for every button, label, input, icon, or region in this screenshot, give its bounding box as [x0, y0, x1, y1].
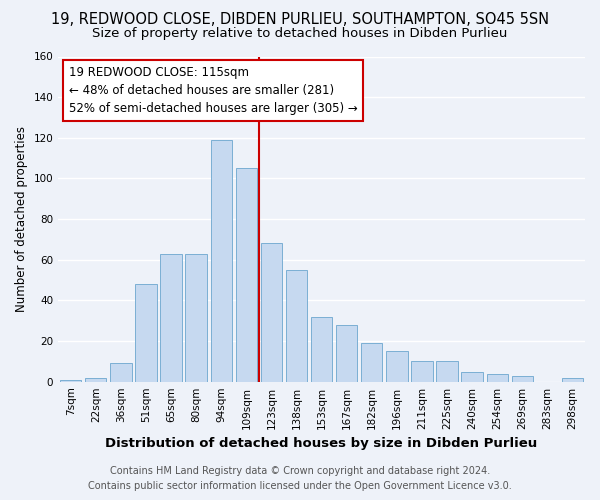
- Text: Size of property relative to detached houses in Dibden Purlieu: Size of property relative to detached ho…: [92, 28, 508, 40]
- Bar: [436, 362, 458, 382]
- Bar: [562, 378, 583, 382]
- Bar: [85, 378, 106, 382]
- Text: Contains HM Land Registry data © Crown copyright and database right 2024.
Contai: Contains HM Land Registry data © Crown c…: [88, 466, 512, 491]
- Bar: [512, 376, 533, 382]
- Bar: [185, 254, 207, 382]
- Bar: [311, 316, 332, 382]
- Bar: [336, 325, 358, 382]
- Bar: [361, 343, 382, 382]
- Bar: [411, 362, 433, 382]
- Bar: [286, 270, 307, 382]
- Text: 19, REDWOOD CLOSE, DIBDEN PURLIEU, SOUTHAMPTON, SO45 5SN: 19, REDWOOD CLOSE, DIBDEN PURLIEU, SOUTH…: [51, 12, 549, 28]
- Bar: [386, 351, 407, 382]
- X-axis label: Distribution of detached houses by size in Dibden Purlieu: Distribution of detached houses by size …: [106, 437, 538, 450]
- Y-axis label: Number of detached properties: Number of detached properties: [15, 126, 28, 312]
- Bar: [461, 372, 483, 382]
- Bar: [60, 380, 82, 382]
- Bar: [110, 364, 131, 382]
- Bar: [487, 374, 508, 382]
- Text: 19 REDWOOD CLOSE: 115sqm
← 48% of detached houses are smaller (281)
52% of semi-: 19 REDWOOD CLOSE: 115sqm ← 48% of detach…: [69, 66, 358, 116]
- Bar: [211, 140, 232, 382]
- Bar: [236, 168, 257, 382]
- Bar: [136, 284, 157, 382]
- Bar: [160, 254, 182, 382]
- Bar: [261, 244, 282, 382]
